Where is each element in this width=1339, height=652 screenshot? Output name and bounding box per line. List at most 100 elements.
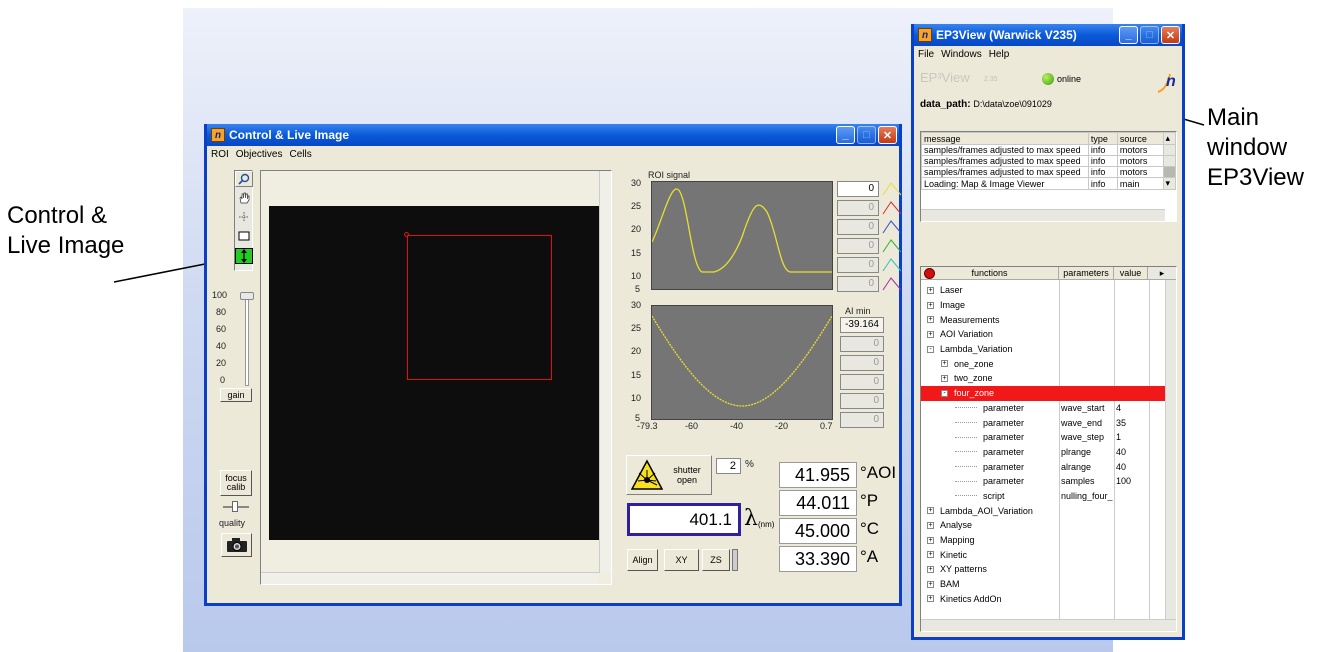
tree-row[interactable]: parameter wave_end 35 [921, 415, 1165, 430]
menu-windows[interactable]: Windows [941, 48, 982, 60]
tree-horizontal-scrollbar[interactable] [921, 619, 1176, 631]
expand-icon[interactable]: + [927, 316, 934, 324]
expand-icon[interactable]: + [941, 374, 948, 382]
tree-row[interactable]: parameter wave_step 1 [921, 430, 1165, 445]
roi-input[interactable]: 0 [837, 276, 879, 292]
focus-calib-button[interactable]: focus calib [220, 470, 252, 496]
tree-row[interactable]: + Kinetic [921, 547, 1165, 562]
roi-handle[interactable] [404, 232, 409, 237]
scroll-track[interactable] [1162, 155, 1176, 167]
quality-slider-handle[interactable] [232, 501, 238, 512]
crosshair-icon[interactable] [235, 209, 253, 225]
expand-icon[interactable]: + [941, 360, 948, 368]
zs-slider[interactable] [732, 549, 738, 571]
arrow-updown-icon[interactable] [235, 248, 253, 264]
expand-icon[interactable]: + [927, 565, 934, 573]
expand-icon[interactable]: + [927, 536, 934, 544]
maximize-button[interactable]: □ [1140, 26, 1159, 44]
control-window-titlebar[interactable]: n Control & Live Image _ □ ✕ [207, 124, 899, 146]
tree-row[interactable]: + Laser [921, 283, 1165, 298]
tree-value[interactable]: 4 [1116, 402, 1122, 413]
tree-scroll-right[interactable]: ▸ [1148, 267, 1176, 279]
log-horizontal-scrollbar[interactable] [921, 209, 1165, 221]
tree-row[interactable]: parameter wave_start 4 [921, 401, 1165, 416]
image-vertical-scrollbar[interactable] [599, 171, 611, 573]
shutter-button[interactable]: shutter open [626, 455, 712, 495]
menu-help[interactable]: Help [988, 48, 1010, 60]
expand-icon[interactable]: + [927, 330, 934, 338]
expand-icon[interactable]: + [927, 507, 934, 515]
roi-input[interactable]: 0 [837, 181, 879, 197]
tree-row[interactable]: + Mapping [921, 533, 1165, 548]
align-button[interactable]: Align [627, 549, 658, 571]
menu-roi[interactable]: ROI [211, 148, 229, 160]
tree-row[interactable]: + AOI Variation [921, 327, 1165, 342]
xy-button[interactable]: XY [664, 549, 699, 571]
percent-input[interactable]: 2 [716, 458, 741, 474]
gain-slider-track[interactable] [245, 296, 249, 386]
y-tick: 25 [631, 323, 642, 333]
tree-value[interactable]: 40 [1116, 446, 1127, 457]
roi-rectangle[interactable] [407, 235, 552, 380]
gain-slider-handle[interactable] [240, 292, 254, 300]
gain-button[interactable]: gain [220, 388, 252, 402]
tree-row[interactable]: script nulling_four_ [921, 489, 1165, 504]
tree-row[interactable]: + Measurements [921, 312, 1165, 327]
tree-row[interactable]: + Analyse [921, 518, 1165, 533]
svg-text:n: n [1166, 73, 1176, 90]
tree-row[interactable]: + BAM [921, 577, 1165, 592]
tree-row[interactable]: + Kinetics AddOn [921, 591, 1165, 606]
expand-icon[interactable]: + [927, 595, 934, 603]
menu-file[interactable]: File [918, 48, 935, 60]
tree-row[interactable]: + XY patterns [921, 562, 1165, 577]
expand-icon[interactable]: + [927, 580, 934, 588]
rectangle-icon[interactable] [235, 228, 253, 244]
live-image[interactable] [269, 206, 601, 540]
tree-row[interactable]: + Lambda_AOI_Variation [921, 503, 1165, 518]
scroll-down-arrow[interactable]: ▾ [1162, 177, 1176, 190]
maximize-button[interactable]: □ [857, 126, 876, 144]
tree-row[interactable]: - four_zone [921, 385, 1165, 401]
collapse-icon[interactable]: - [941, 389, 948, 397]
expand-icon[interactable]: + [927, 521, 934, 529]
scroll-up-arrow[interactable]: ▴ [1162, 132, 1176, 145]
ep3-window-titlebar[interactable]: n EP3View (Warwick V235) _ □ ✕ [914, 24, 1182, 46]
roi-input[interactable]: 0 [837, 257, 879, 273]
minimize-button[interactable]: _ [1119, 26, 1138, 44]
tree-value[interactable]: 1 [1116, 432, 1122, 443]
tree-row[interactable]: parameter samples 100 [921, 474, 1165, 489]
camera-button[interactable] [221, 533, 252, 557]
image-horizontal-scrollbar[interactable] [261, 572, 599, 584]
tree-row[interactable]: parameter alrange 40 [921, 459, 1165, 474]
tree-value[interactable]: 40 [1116, 461, 1127, 472]
minimize-button[interactable]: _ [836, 126, 855, 144]
tree-value[interactable]: 35 [1116, 417, 1127, 428]
tree-vertical-scrollbar[interactable] [1165, 280, 1176, 620]
tree-row[interactable]: + one_zone [921, 356, 1165, 371]
hand-icon[interactable] [235, 190, 253, 206]
tree-row[interactable]: + two_zone [921, 371, 1165, 386]
scroll-track[interactable] [1162, 144, 1176, 156]
expand-icon[interactable]: + [927, 551, 934, 559]
tree-row[interactable]: - Lambda_Variation [921, 342, 1165, 357]
tree-row[interactable]: parameter plrange 40 [921, 445, 1165, 460]
roi-input[interactable]: 0 [837, 238, 879, 254]
tree-value[interactable]: 100 [1116, 476, 1132, 487]
zs-button[interactable]: ZS [702, 549, 730, 571]
collapse-icon[interactable]: - [927, 345, 934, 353]
ep3view-window: n EP3View (Warwick V235) _ □ ✕ File Wind… [911, 24, 1185, 640]
stop-icon[interactable] [924, 268, 935, 279]
tree-row[interactable]: + Image [921, 298, 1165, 313]
roi-input[interactable]: 0 [837, 200, 879, 216]
expand-icon[interactable]: + [927, 286, 934, 294]
wavelength-input[interactable]: 401.1 [627, 503, 741, 536]
expand-icon[interactable]: + [927, 301, 934, 309]
annotation-line: Live Image [7, 232, 125, 259]
close-button[interactable]: ✕ [1161, 26, 1180, 44]
scroll-thumb[interactable] [1162, 166, 1176, 178]
roi-input[interactable]: 0 [837, 219, 879, 235]
close-button[interactable]: ✕ [878, 126, 897, 144]
zoom-icon[interactable] [235, 171, 253, 187]
menu-cells[interactable]: Cells [289, 148, 312, 160]
menu-objectives[interactable]: Objectives [235, 148, 283, 160]
